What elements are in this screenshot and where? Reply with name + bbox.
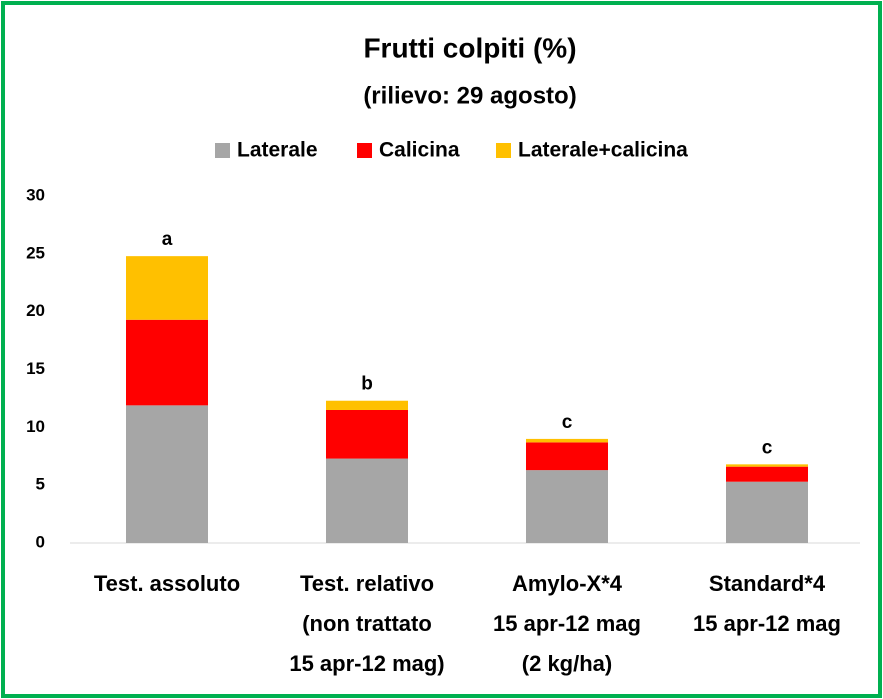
bar-segment [726, 464, 808, 467]
significance-letter: b [361, 374, 373, 395]
significance-letter: c [562, 412, 573, 433]
x-tick-label: Amylo-X*4 [512, 571, 623, 596]
y-tick-label: 5 [36, 475, 45, 494]
legend-label: Laterale [237, 139, 318, 162]
significance-letter: a [162, 229, 173, 250]
bar-segment [326, 400, 408, 410]
x-tick-label: 15 apr-12 mag) [289, 651, 444, 676]
bar-segment [726, 481, 808, 543]
x-tick-label: Test. relativo [300, 571, 434, 596]
bar-segment [126, 319, 208, 406]
bar-segment [526, 470, 608, 543]
x-tick-label: (2 kg/ha) [522, 651, 612, 676]
chart-title: Frutti colpiti (%) [363, 32, 576, 63]
legend-swatch [496, 143, 511, 158]
y-tick-label: 10 [26, 417, 45, 436]
significance-letter: c [762, 437, 773, 458]
chart-subtitle: (rilievo: 29 agosto) [363, 82, 576, 109]
y-tick-label: 20 [26, 301, 45, 320]
bar-segment [526, 442, 608, 471]
x-tick-label: 15 apr-12 mag [493, 611, 641, 636]
bar-segment [326, 409, 408, 459]
legend-label: Laterale+calicina [518, 139, 688, 162]
x-tick-label: 15 apr-12 mag [693, 611, 841, 636]
legend-swatch [357, 143, 372, 158]
x-tick-label: (non trattato [302, 611, 432, 636]
x-tick-label: Test. assoluto [94, 571, 240, 596]
legend-swatch [215, 143, 230, 158]
y-tick-label: 25 [26, 243, 45, 262]
y-tick-label: 0 [36, 532, 45, 551]
legend-label: Calicina [379, 139, 460, 162]
bar-segment [126, 256, 208, 320]
y-tick-label: 30 [26, 185, 45, 204]
x-tick-label: Standard*4 [709, 571, 826, 596]
bar-segment [526, 438, 608, 443]
bar-segment [326, 458, 408, 543]
bar-segment [126, 405, 208, 543]
bar-segment [726, 466, 808, 482]
y-tick-label: 15 [26, 359, 45, 378]
